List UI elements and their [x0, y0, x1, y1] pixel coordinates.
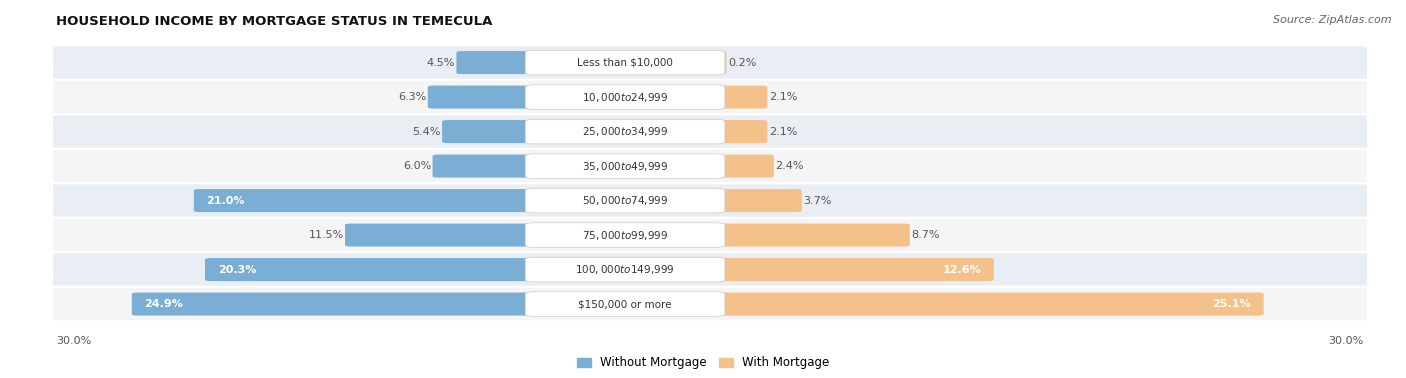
Text: 6.0%: 6.0% — [404, 161, 432, 171]
Text: 30.0%: 30.0% — [1329, 336, 1364, 346]
FancyBboxPatch shape — [711, 258, 994, 281]
FancyBboxPatch shape — [52, 45, 1368, 80]
FancyBboxPatch shape — [526, 188, 725, 213]
FancyBboxPatch shape — [526, 292, 725, 316]
FancyBboxPatch shape — [52, 80, 1368, 114]
FancyBboxPatch shape — [711, 189, 801, 212]
FancyBboxPatch shape — [711, 155, 773, 178]
FancyBboxPatch shape — [711, 120, 768, 143]
Text: 3.7%: 3.7% — [803, 195, 832, 206]
Text: 8.7%: 8.7% — [911, 230, 939, 240]
FancyBboxPatch shape — [711, 85, 768, 108]
FancyBboxPatch shape — [526, 223, 725, 247]
Text: 2.1%: 2.1% — [769, 92, 797, 102]
FancyBboxPatch shape — [526, 85, 725, 109]
FancyBboxPatch shape — [526, 119, 725, 144]
Text: 30.0%: 30.0% — [56, 336, 91, 346]
Text: 12.6%: 12.6% — [942, 265, 981, 274]
FancyBboxPatch shape — [711, 51, 727, 74]
FancyBboxPatch shape — [52, 287, 1368, 321]
FancyBboxPatch shape — [52, 114, 1368, 149]
FancyBboxPatch shape — [711, 293, 1264, 316]
FancyBboxPatch shape — [711, 223, 910, 246]
FancyBboxPatch shape — [344, 223, 540, 246]
Text: 2.4%: 2.4% — [775, 161, 804, 171]
Text: 6.3%: 6.3% — [398, 92, 426, 102]
FancyBboxPatch shape — [52, 253, 1368, 287]
FancyBboxPatch shape — [526, 257, 725, 282]
FancyBboxPatch shape — [132, 293, 540, 316]
Text: 4.5%: 4.5% — [426, 57, 456, 68]
FancyBboxPatch shape — [194, 189, 540, 212]
Text: $75,000 to $99,999: $75,000 to $99,999 — [582, 229, 668, 242]
FancyBboxPatch shape — [441, 120, 540, 143]
FancyBboxPatch shape — [526, 50, 725, 75]
FancyBboxPatch shape — [52, 218, 1368, 253]
Text: $10,000 to $24,999: $10,000 to $24,999 — [582, 91, 668, 104]
FancyBboxPatch shape — [457, 51, 540, 74]
FancyBboxPatch shape — [427, 85, 540, 108]
Text: 11.5%: 11.5% — [308, 230, 343, 240]
Text: $150,000 or more: $150,000 or more — [578, 299, 672, 309]
FancyBboxPatch shape — [52, 149, 1368, 183]
Text: $100,000 to $149,999: $100,000 to $149,999 — [575, 263, 675, 276]
Text: Less than $10,000: Less than $10,000 — [576, 57, 673, 68]
Text: HOUSEHOLD INCOME BY MORTGAGE STATUS IN TEMECULA: HOUSEHOLD INCOME BY MORTGAGE STATUS IN T… — [56, 15, 492, 28]
Text: 24.9%: 24.9% — [145, 299, 183, 309]
Legend: Without Mortgage, With Mortgage: Without Mortgage, With Mortgage — [572, 352, 834, 374]
Text: $25,000 to $34,999: $25,000 to $34,999 — [582, 125, 668, 138]
Text: Source: ZipAtlas.com: Source: ZipAtlas.com — [1274, 15, 1392, 25]
Text: 2.1%: 2.1% — [769, 127, 797, 136]
FancyBboxPatch shape — [205, 258, 540, 281]
Text: 0.2%: 0.2% — [728, 57, 756, 68]
FancyBboxPatch shape — [526, 154, 725, 178]
FancyBboxPatch shape — [433, 155, 540, 178]
Text: 21.0%: 21.0% — [207, 195, 245, 206]
Text: 20.3%: 20.3% — [218, 265, 256, 274]
Text: 5.4%: 5.4% — [412, 127, 440, 136]
Text: 25.1%: 25.1% — [1212, 299, 1251, 309]
Text: $35,000 to $49,999: $35,000 to $49,999 — [582, 160, 668, 173]
Text: $50,000 to $74,999: $50,000 to $74,999 — [582, 194, 668, 207]
FancyBboxPatch shape — [52, 183, 1368, 218]
